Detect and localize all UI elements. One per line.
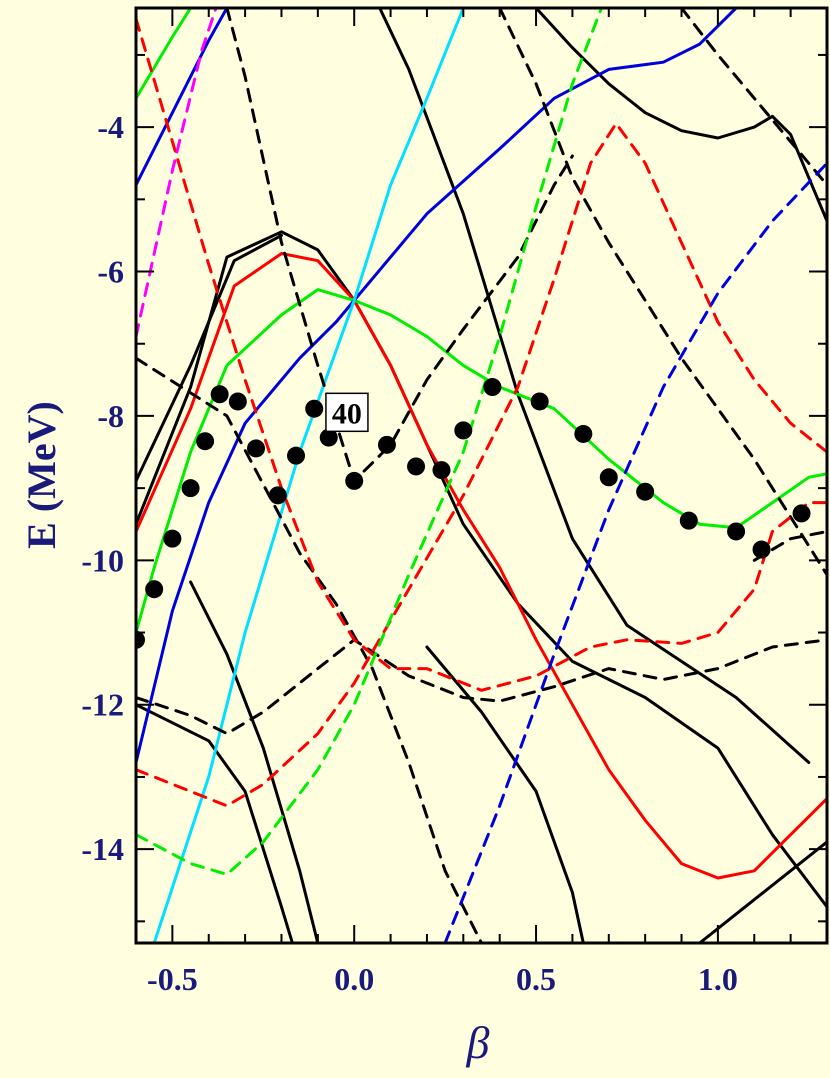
series-line-3-black-solid	[378, 8, 811, 764]
series-line-8-black-solid	[534, 8, 827, 223]
y-axis-label: E (MeV)	[19, 401, 64, 549]
data-point-3	[163, 529, 182, 548]
data-point-21	[599, 468, 618, 487]
data-point-10	[287, 446, 306, 465]
annotation-layer: 40	[325, 392, 369, 433]
series-line-25-magenta-dashed	[136, 8, 218, 338]
y-tick-label: -6	[97, 254, 124, 290]
series-line-2-black-solid	[136, 233, 283, 483]
y-tick-label: -4	[97, 109, 124, 145]
data-point-16	[432, 461, 451, 480]
tick-layer: -0.5 0.0 0.5 1.0 -4 -6 -8 -10 -12 -14	[81, 8, 828, 997]
series-layer	[136, 8, 827, 943]
annotation-box	[325, 392, 369, 433]
y-tick-label: -10	[81, 542, 124, 578]
plot-background	[136, 8, 827, 943]
data-point-22	[636, 482, 655, 501]
data-point-9	[268, 486, 287, 505]
series-line-13-blue-solid	[136, 8, 229, 187]
series-line-17-black-dashed	[680, 8, 827, 187]
y-tick-label: -8	[97, 398, 124, 434]
y-tick-label: -12	[81, 687, 124, 723]
annotation-label: 40	[332, 397, 362, 430]
x-axis-label: β	[466, 1017, 490, 1068]
data-point-13	[345, 471, 364, 490]
data-point-8	[247, 439, 266, 458]
series-line-22-red-dashed	[136, 122, 827, 808]
data-point-4	[181, 479, 200, 498]
x-tick-label: -0.5	[147, 961, 198, 997]
x-tick-label: 0.0	[334, 961, 374, 997]
series-line-5-black-solid	[136, 703, 294, 943]
series-line-18-black-dashed	[136, 638, 827, 736]
data-point-1	[136, 630, 145, 649]
series-line-20-black-dashed	[752, 530, 827, 562]
data-point-11	[305, 399, 324, 418]
data-point-25	[752, 540, 771, 559]
series-line-4-black-solid	[189, 580, 320, 943]
data-point-15	[407, 457, 426, 476]
data-point-23	[679, 511, 698, 530]
y-tick-label: -14	[81, 831, 124, 867]
series-line-23-green-dashed	[136, 8, 603, 876]
series-line-24-blue-dashed	[443, 161, 827, 943]
x-tick-label: 0.5	[516, 961, 556, 997]
marker-layer	[136, 378, 811, 649]
x-tick-label: 1.0	[698, 961, 738, 997]
data-point-19	[530, 392, 549, 411]
series-line-12-blue-solid	[136, 8, 738, 764]
data-point-26	[792, 504, 811, 523]
series-line-6-black-solid	[425, 645, 585, 943]
series-line-21-red-dashed	[136, 17, 827, 692]
data-point-6	[210, 385, 229, 404]
data-point-18	[483, 378, 502, 397]
data-point-20	[574, 424, 593, 443]
data-point-7	[228, 392, 247, 411]
data-point-14	[377, 435, 396, 454]
series-line-9-red-solid	[136, 252, 827, 880]
data-point-5	[196, 432, 215, 451]
series-line-19-black-dashed	[136, 356, 483, 943]
series-line-11-green-solid	[136, 8, 193, 100]
series-line-16-black-dashed	[498, 8, 827, 577]
series-line-14-cyan-solid	[152, 8, 465, 943]
data-point-17	[454, 421, 473, 440]
data-point-24	[727, 522, 746, 541]
data-point-2	[145, 580, 164, 599]
data-point-12	[319, 428, 338, 447]
plot-frame	[134, 6, 829, 945]
